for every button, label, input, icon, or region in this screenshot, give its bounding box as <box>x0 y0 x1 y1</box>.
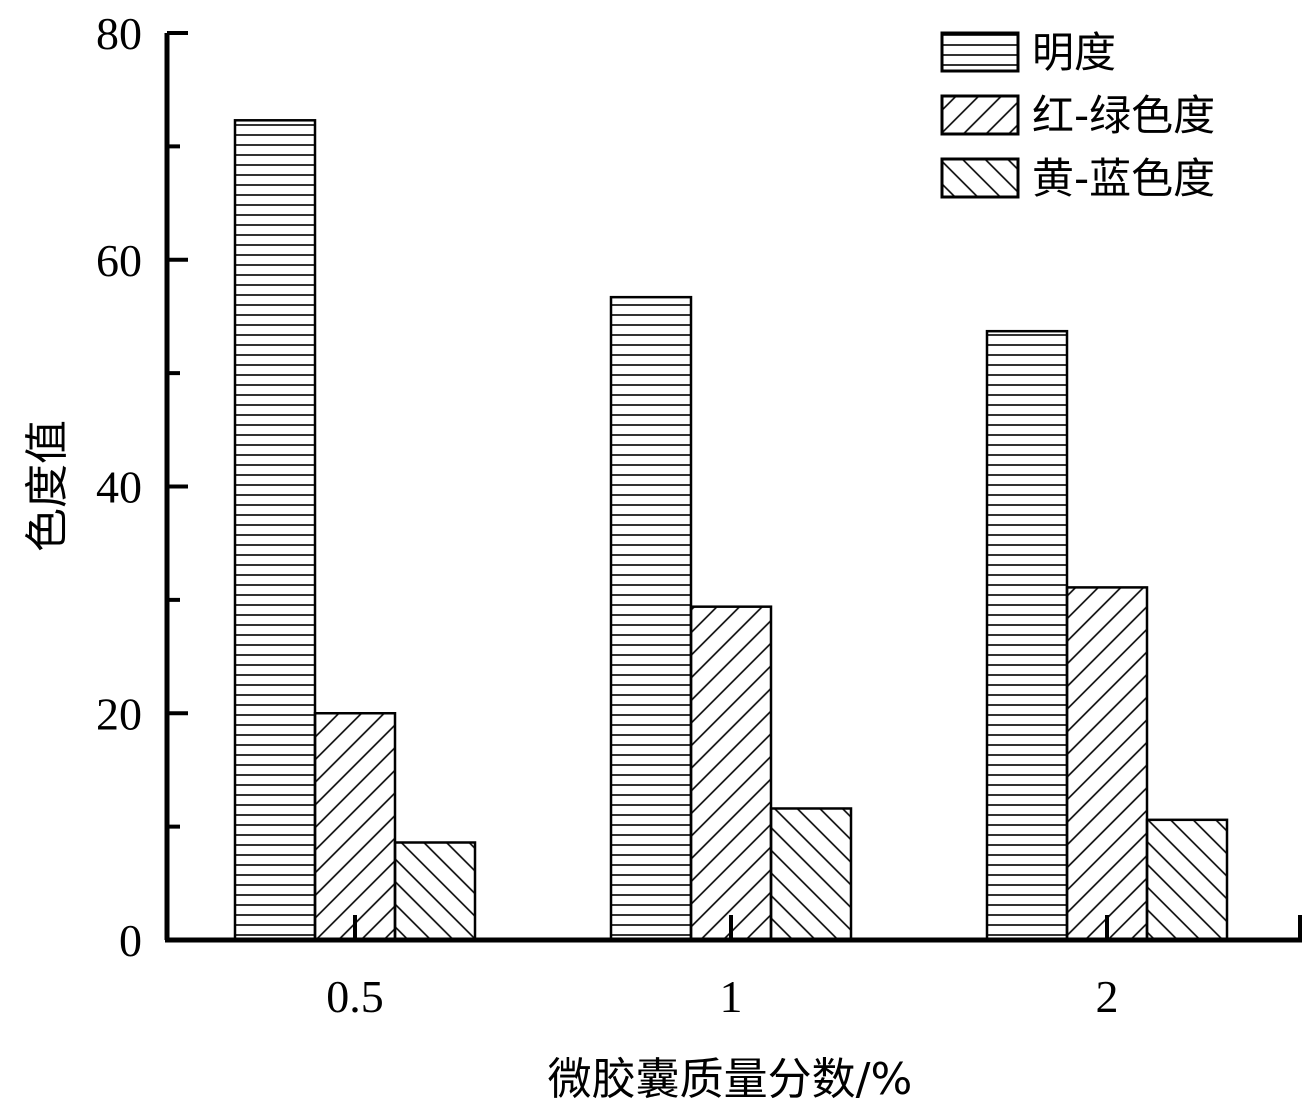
y-tick-label: 0 <box>119 915 142 966</box>
x-tick-label: 0.5 <box>326 971 384 1022</box>
bar-2-group-3 <box>1065 586 1149 942</box>
legend-swatch-2 <box>940 94 1020 136</box>
y-ticks: 0 20 40 60 80 <box>96 8 188 966</box>
legend-swatch-1 <box>940 31 1020 73</box>
y-tick-label: 80 <box>96 8 142 59</box>
bar-2-group-2 <box>689 605 773 942</box>
bar-2-group-1 <box>313 712 397 942</box>
bar-1-group-3 <box>985 329 1069 942</box>
y-tick-label: 40 <box>96 462 142 513</box>
bars-layer <box>233 119 1229 942</box>
legend-label-1: 明度 <box>1032 28 1116 77</box>
bar-1-group-2 <box>609 295 693 942</box>
bar-3-group-2 <box>769 807 853 942</box>
x-axis-title: 微胶囊质量分数/% <box>548 1054 913 1105</box>
legend-label-3: 黄-蓝色度 <box>1032 154 1215 203</box>
y-axis-title: 色度值 <box>22 420 73 552</box>
bar-3-group-1 <box>393 841 477 942</box>
legend-swatch-3 <box>940 157 1020 199</box>
y-tick-label: 60 <box>96 235 142 286</box>
bar-3-group-3 <box>1145 818 1229 942</box>
y-tick-label: 20 <box>96 688 142 739</box>
legend-label-2: 红-绿色度 <box>1032 91 1215 140</box>
x-tick-label: 2 <box>1096 971 1119 1022</box>
bar-1-group-1 <box>233 119 317 942</box>
x-tick-label: 1 <box>720 971 743 1022</box>
x-ticks: 0.5 1 2 <box>326 915 1119 1022</box>
